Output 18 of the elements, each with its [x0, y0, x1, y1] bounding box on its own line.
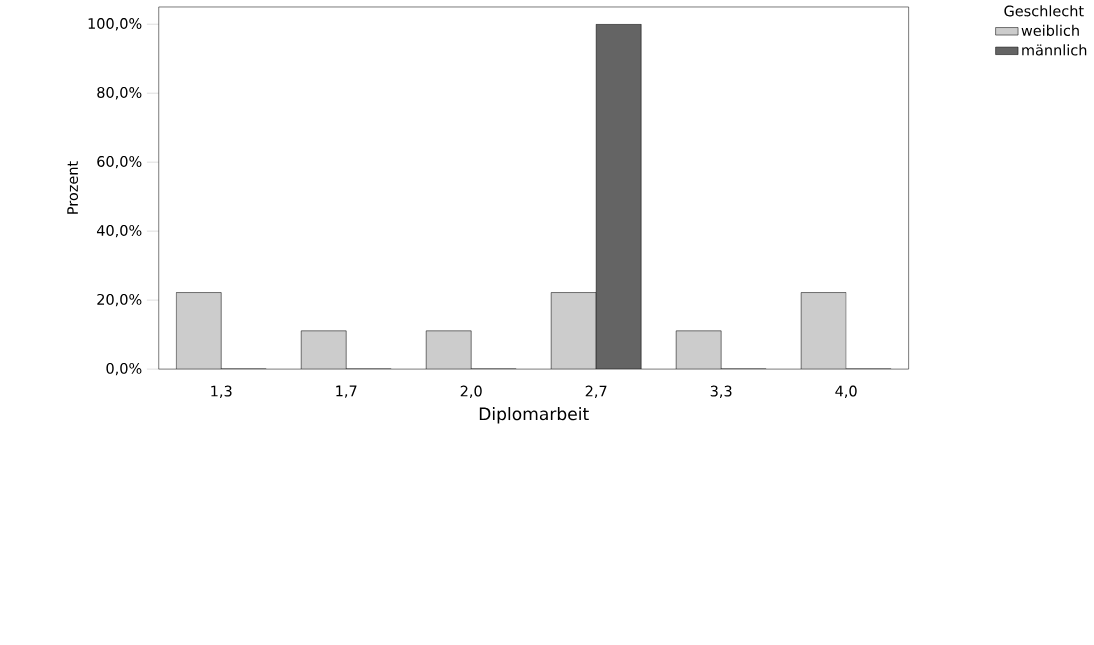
bar: [595, 23, 642, 370]
y-axis-title: Prozent: [67, 161, 79, 214]
x-tick-label: 2,7: [585, 385, 607, 398]
x-tick-label: 4,0: [835, 385, 857, 398]
legend-title: Geschlecht: [1004, 5, 1084, 17]
y-tick-label: 100,0%: [88, 18, 142, 31]
y-tick-label: 40,0%: [96, 224, 142, 238]
legend-label: weiblich: [1021, 24, 1079, 37]
y-tick-label: 0,0%: [106, 362, 142, 376]
x-tick-label: 3,3: [710, 385, 732, 398]
x-tick-label: 1,3: [211, 385, 232, 398]
legend-label: männlich: [1022, 44, 1087, 56]
y-tick-label: 60,0%: [97, 155, 142, 169]
x-tick-label: 2,0: [460, 385, 482, 398]
y-tick-label: 80,0%: [97, 87, 142, 100]
x-axis-title: Diplomarbeit: [479, 407, 589, 424]
x-tick-label: 1,7: [336, 385, 357, 398]
y-tick-label: 20,0%: [97, 293, 142, 307]
